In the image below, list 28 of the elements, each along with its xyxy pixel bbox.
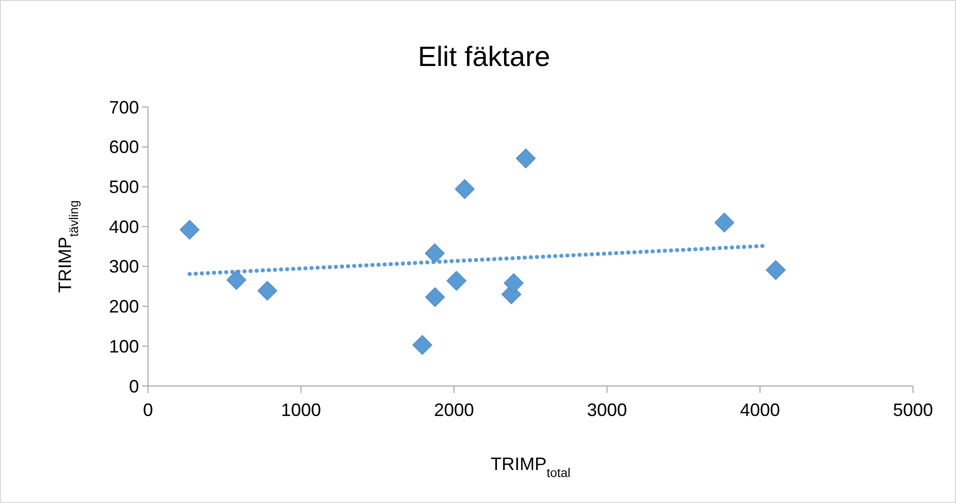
- y-tick-label: 400: [108, 216, 139, 237]
- point: [412, 335, 432, 355]
- point: [446, 270, 466, 291]
- chart-title: Elit fäktare: [418, 41, 550, 72]
- y-tick-label: 300: [108, 256, 139, 277]
- point: [424, 243, 445, 264]
- x-tick-label: 3000: [586, 400, 628, 420]
- point: [766, 260, 786, 280]
- x-tick-label: 2000: [434, 400, 474, 420]
- point: [516, 148, 536, 168]
- point: [504, 273, 524, 294]
- x-tick-label: 0: [142, 400, 154, 420]
- y-tick-label: 600: [108, 137, 139, 158]
- y-tick-label: 700: [108, 97, 139, 118]
- point: [714, 212, 734, 232]
- x-tick-label: 5000: [892, 400, 934, 420]
- x-axis-title: TRIMP$_{total}$: [490, 454, 570, 480]
- point: [454, 179, 475, 199]
- point: [226, 270, 246, 290]
- point: [257, 280, 278, 301]
- point: [425, 287, 445, 308]
- y-tick-label: 100: [108, 336, 139, 356]
- y-tick-label: 500: [108, 177, 139, 198]
- x-tick-label: 4000: [740, 400, 780, 420]
- y-tick-label: 200: [108, 296, 139, 317]
- x-tick-label: 1000: [280, 400, 322, 420]
- y-tick-label: 0: [128, 376, 139, 396]
- point: [180, 220, 200, 240]
